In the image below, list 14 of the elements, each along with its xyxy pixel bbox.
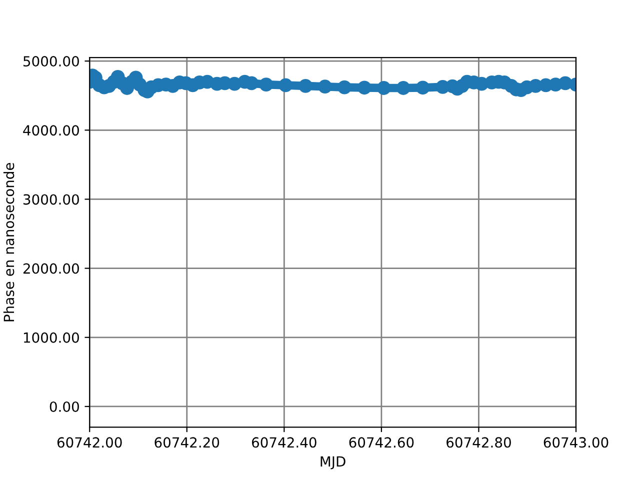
y-axis-title: Phase en nanoseconde bbox=[3, 162, 14, 322]
y-tick-label: 0.00 bbox=[50, 401, 79, 412]
x-tick-label: 60742.20 bbox=[154, 437, 220, 448]
y-tick-label: 1000.00 bbox=[24, 332, 79, 343]
x-tick-label: 60743.00 bbox=[544, 437, 608, 448]
x-tick-label: 60742.60 bbox=[349, 437, 414, 448]
y-tick-label: 2000.00 bbox=[23, 263, 79, 274]
x-tick-label: 60742.80 bbox=[446, 437, 511, 448]
x-tick-label: 60742.00 bbox=[57, 437, 122, 448]
x-axis-title: MJD bbox=[320, 456, 346, 470]
y-tick-label: 5000.00 bbox=[24, 56, 79, 67]
y-tick-label: 4000.00 bbox=[23, 125, 79, 136]
x-tick-label: 60742.40 bbox=[252, 437, 316, 448]
y-tick-label: 3000.00 bbox=[24, 194, 79, 205]
